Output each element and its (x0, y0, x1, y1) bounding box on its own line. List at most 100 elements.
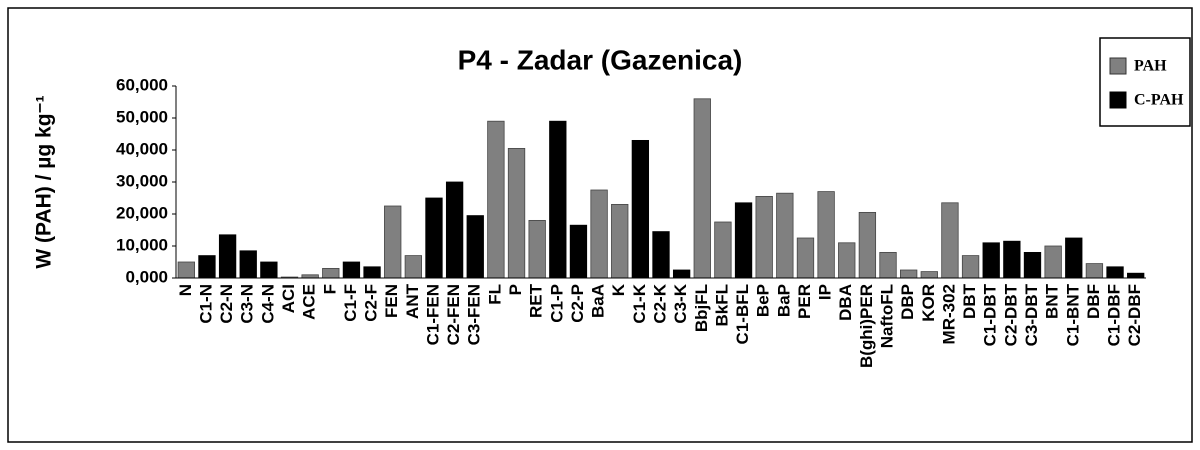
x-tick-label: BeP (754, 284, 773, 317)
bar (569, 224, 588, 279)
bar (672, 269, 691, 279)
x-tick-label: F (320, 284, 339, 294)
x-tick-label: C3-DBT (1022, 283, 1041, 346)
bar (817, 191, 835, 279)
x-tick-label: BNT (1043, 283, 1062, 319)
x-tick-label: DBP (898, 284, 917, 320)
bar (487, 120, 505, 279)
bar (590, 189, 608, 279)
x-tick-label: C2-K (650, 283, 669, 323)
x-tick-label: C2-F (362, 284, 381, 322)
bar (549, 120, 567, 279)
x-tick-label: C1-BNT (1063, 283, 1082, 346)
bar (1044, 245, 1062, 279)
x-tick-label: C2-DBT (1001, 283, 1020, 346)
x-tick-label: C2-N (217, 284, 236, 324)
x-tick-label: P (506, 284, 525, 295)
x-tick-label: MR-302 (939, 284, 958, 344)
x-tick-label: N (176, 284, 195, 296)
y-axis-label: W (PAH) / µg kg⁻¹ (33, 95, 56, 268)
x-tick-label: BaP (774, 284, 793, 317)
x-tick-label: C2-FEN (444, 284, 463, 345)
x-tick-label: C3-FEN (465, 284, 484, 345)
legend: PAH C-PAH (1099, 37, 1191, 127)
x-tick-label: NaftoFL (878, 284, 897, 348)
bar (384, 205, 402, 279)
bar (734, 202, 753, 279)
legend-label: C-PAH (1134, 92, 1184, 109)
bar (1085, 263, 1104, 279)
y-tick-label: 0,000 (125, 267, 168, 286)
x-tick-label: DBA (836, 284, 855, 321)
bar (404, 255, 422, 279)
y-tick-label: 30,000 (116, 171, 168, 190)
bar (714, 221, 732, 279)
x-tick-label: K (609, 283, 628, 296)
bar (528, 219, 546, 279)
bar (445, 181, 464, 279)
bar (466, 215, 484, 279)
x-tick-label: KOR (919, 284, 938, 322)
legend-swatch (1109, 91, 1127, 109)
x-tick-label: ANT (403, 283, 422, 319)
x-tick-label: C1-N (196, 284, 215, 324)
bar (652, 231, 670, 279)
legend-swatch (1109, 57, 1127, 75)
legend-box (1099, 37, 1191, 127)
bar (920, 271, 938, 279)
x-tick-label: ACI (279, 284, 298, 313)
y-tick-label: 20,000 (116, 203, 168, 222)
x-tick-label: C1-DBT (981, 283, 1000, 346)
bar (363, 266, 381, 279)
x-tick-label: C1-K (630, 283, 649, 323)
x-tick-label: RET (527, 283, 546, 318)
x-tick-label: C3-K (671, 283, 690, 323)
bar (260, 261, 278, 279)
x-tick-label: B(ghi)PER (857, 284, 876, 368)
x-tick-label: BkFL (712, 284, 731, 327)
bar (177, 261, 195, 279)
bar (631, 139, 650, 279)
x-tick-label: ACE (300, 284, 319, 320)
x-tick-label: C2-DBF (1125, 284, 1144, 346)
x-tick-label: PER (795, 284, 814, 319)
bar (611, 203, 629, 279)
x-tick-label: C1-F (341, 284, 360, 322)
bar (982, 242, 1000, 279)
x-tick-label: DBF (1084, 284, 1103, 319)
x-tick-label: FL (485, 284, 504, 305)
x-tick-label: C1-BFL (733, 284, 752, 344)
x-tick-label: FEN (382, 284, 401, 318)
bar (755, 195, 773, 279)
bar (858, 211, 877, 279)
bar (239, 250, 257, 279)
bar (425, 197, 443, 279)
bar (941, 202, 959, 279)
bar (900, 269, 918, 279)
y-tick-label: 40,000 (116, 139, 168, 158)
bar (776, 192, 794, 279)
bar (1127, 272, 1145, 279)
x-tick-label: C4-N (258, 284, 277, 324)
y-tick-label: 10,000 (116, 235, 168, 254)
y-tick-label: 50,000 (116, 107, 168, 126)
y-tick-label: 60,000 (116, 75, 168, 94)
legend-label: PAH (1134, 58, 1167, 75)
x-tick-label: C2-P (568, 284, 587, 323)
bar (507, 147, 526, 279)
bar (1106, 266, 1124, 279)
x-tick-label: C1-P (547, 284, 566, 323)
chart-title: P4 - Zadar (Gazenica) (458, 44, 743, 75)
x-tick-label: BaA (589, 284, 608, 318)
bar (198, 255, 216, 279)
bar (693, 98, 711, 279)
bar (961, 255, 980, 279)
bar (879, 251, 897, 279)
bar (1003, 240, 1021, 279)
x-tick-label: C1-DBF (1105, 284, 1124, 346)
x-tick-label: C1-FEN (423, 284, 442, 345)
bar (796, 237, 815, 279)
bar (838, 242, 856, 279)
bar (342, 261, 361, 279)
bar (218, 234, 237, 279)
